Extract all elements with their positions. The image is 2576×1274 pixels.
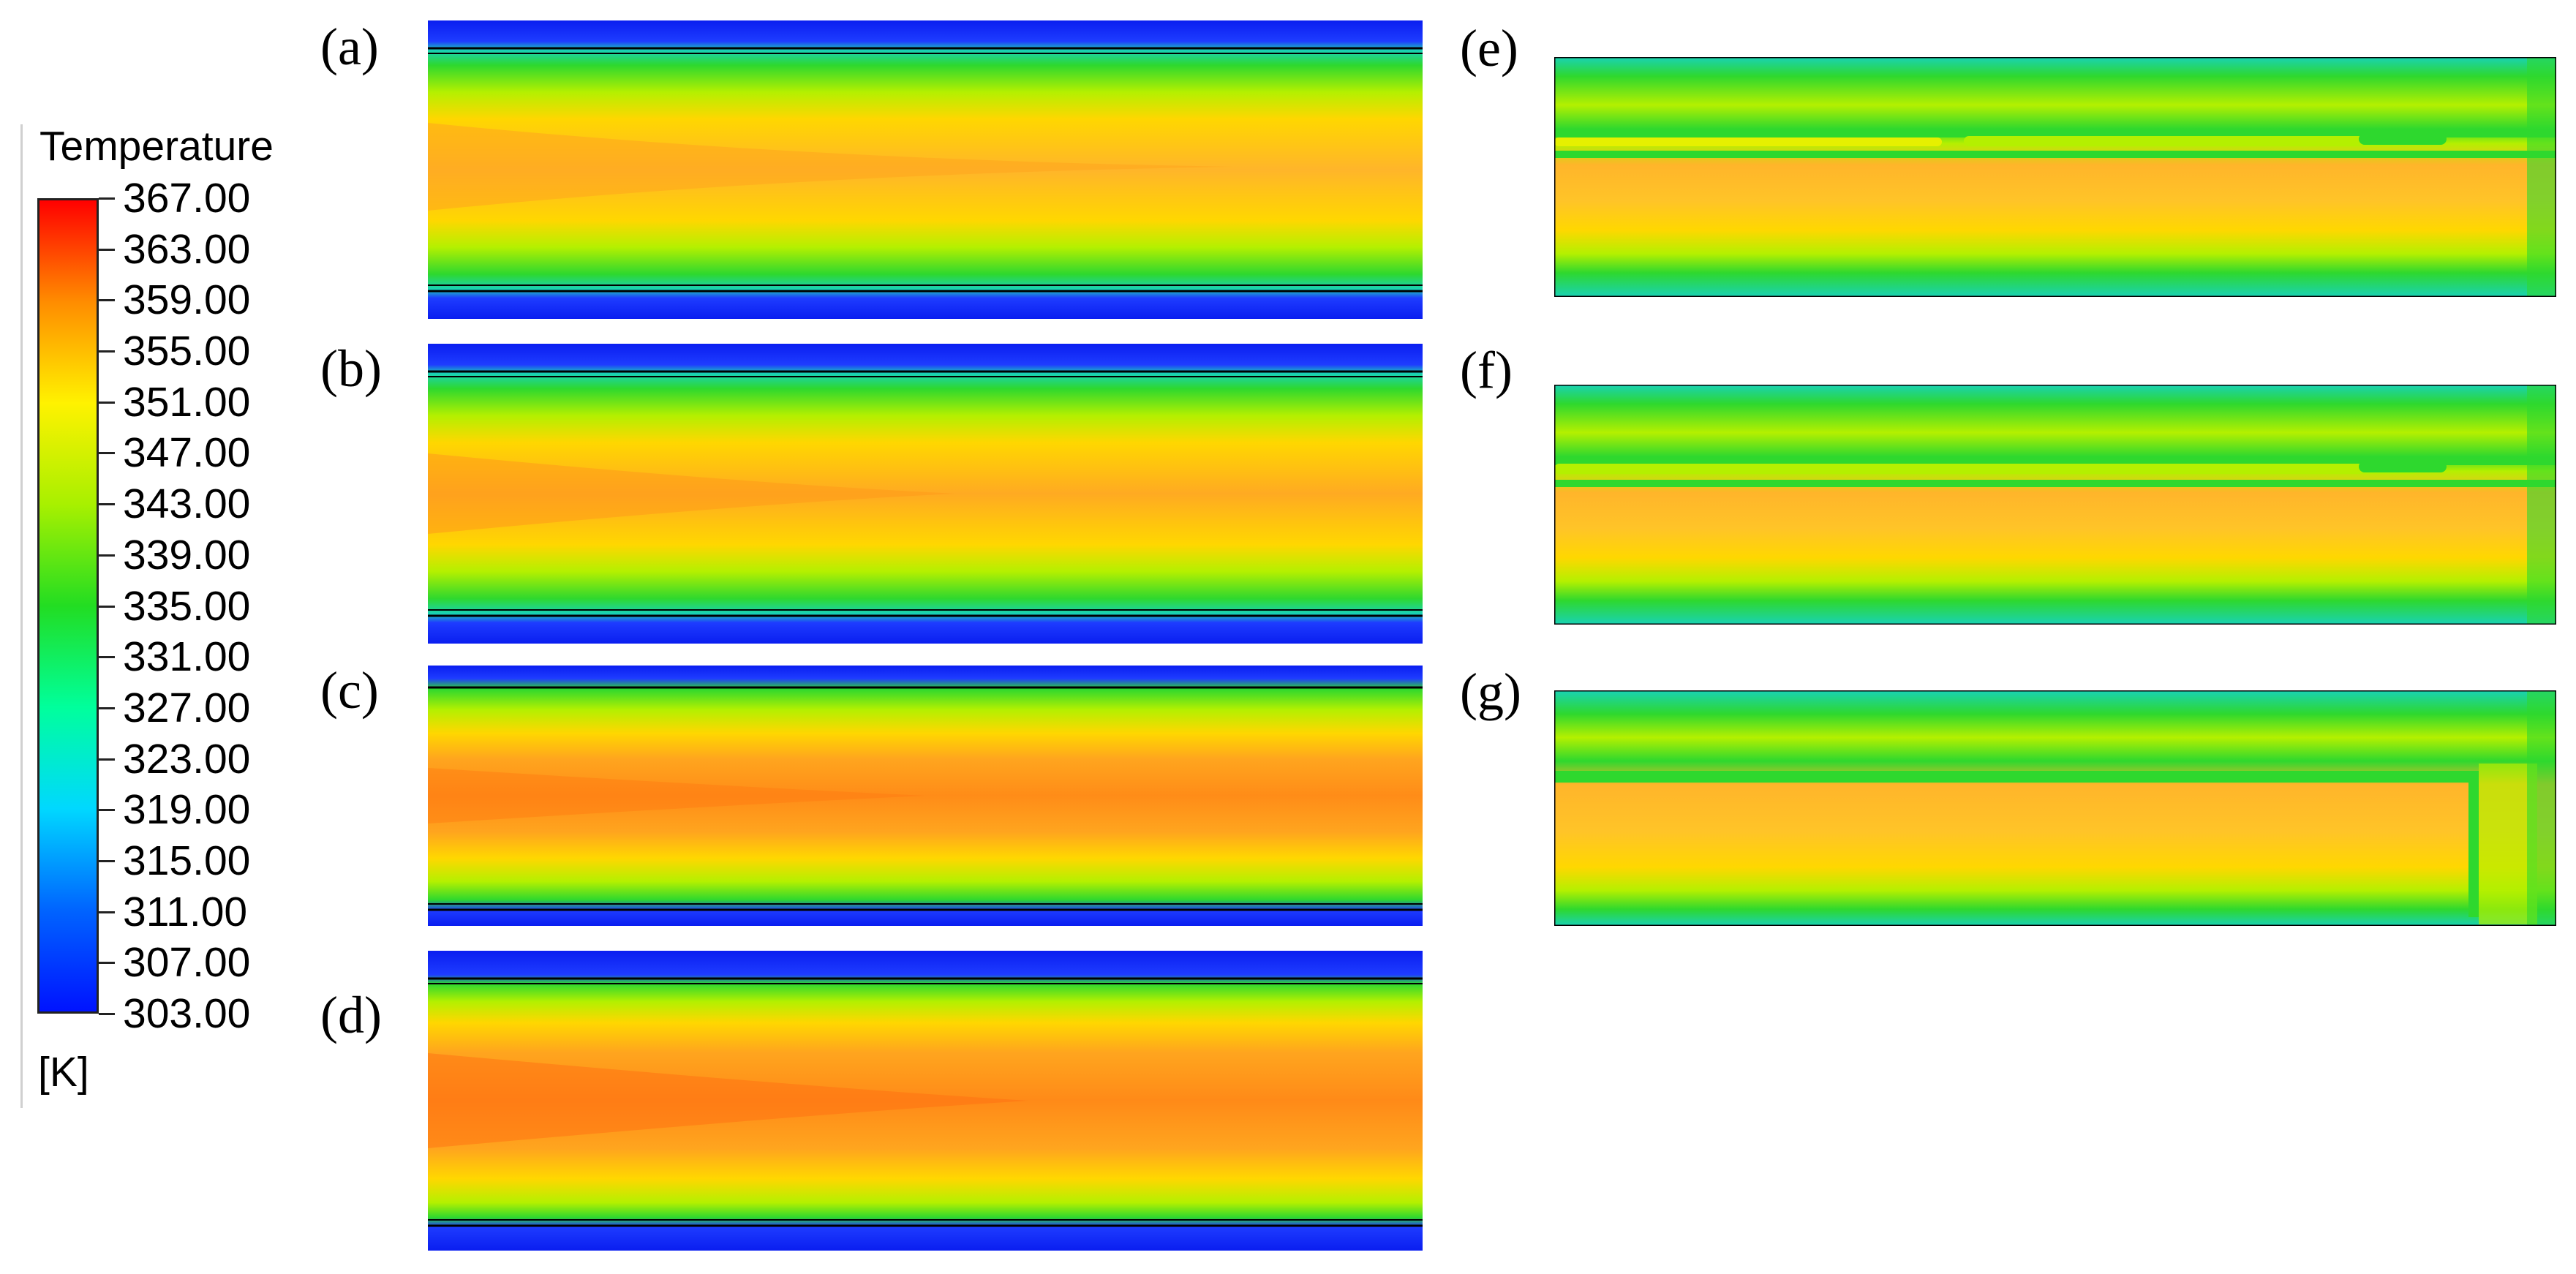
panel-label-c: (c) [320, 661, 379, 720]
colorbar-tick [99, 248, 115, 251]
panel-label-a: (a) [320, 18, 379, 76]
colorbar-tick [99, 299, 115, 302]
colorbar-tick [99, 859, 115, 862]
contour-panel-d [428, 951, 1423, 1251]
legend-unit: [K] [38, 1049, 89, 1096]
colorbar-tick-label: 311.00 [123, 888, 248, 935]
contour-panel-c [428, 666, 1423, 926]
panel-label-g: (g) [1460, 663, 1521, 721]
contour-panel-a [428, 20, 1423, 319]
panel-label-b: (b) [320, 339, 382, 398]
colorbar-tick [99, 350, 115, 353]
colorbar-tick-label: 339.00 [123, 531, 251, 578]
colorbar-tick [99, 962, 115, 965]
colorbar-tick [99, 706, 115, 709]
colorbar-tick-label: 343.00 [123, 480, 251, 528]
colorbar-tick [99, 401, 115, 404]
colorbar-tick [99, 197, 115, 200]
legend-title: Temperature [39, 123, 274, 170]
contour-panel-f [1554, 385, 2556, 625]
colorbar-tick-label: 327.00 [123, 684, 251, 731]
colorbar-tick [99, 1013, 115, 1015]
colorbar-ticks [99, 197, 121, 1015]
legend-divider [20, 124, 23, 1108]
colorbar-tick-label: 363.00 [123, 225, 251, 273]
colorbar-tick-label: 335.00 [123, 582, 251, 630]
panel-label-d: (d) [320, 986, 382, 1044]
colorbar-tick-label: 323.00 [123, 735, 251, 783]
colorbar-tick [99, 605, 115, 608]
colorbar-tick [99, 452, 115, 455]
colorbar-tick [99, 758, 115, 761]
contour-panel-b [428, 344, 1423, 644]
colorbar-tick-label: 351.00 [123, 378, 251, 426]
colorbar-tick-label: 355.00 [123, 328, 251, 375]
colorbar-tick [99, 809, 115, 812]
colorbar-tick-label: 307.00 [123, 939, 251, 987]
colorbar-tick [99, 554, 115, 557]
colorbar-tick-label: 359.00 [123, 276, 251, 324]
colorbar-tick-label: 319.00 [123, 786, 251, 834]
colorbar-tick [99, 656, 115, 659]
temperature-colorbar [37, 198, 99, 1014]
colorbar-tick-label: 367.00 [123, 175, 251, 222]
panel-label-f: (f) [1460, 341, 1513, 399]
panel-label-e: (e) [1460, 19, 1518, 78]
colorbar-tick [99, 911, 115, 913]
colorbar-tick-label: 303.00 [123, 990, 251, 1037]
contour-panel-g [1554, 690, 2556, 926]
colorbar-tick-label: 331.00 [123, 633, 251, 681]
colorbar-tick [99, 503, 115, 506]
colorbar-tick-label: 315.00 [123, 837, 251, 884]
colorbar-tick-label: 347.00 [123, 429, 251, 477]
contour-panel-e [1554, 57, 2556, 297]
